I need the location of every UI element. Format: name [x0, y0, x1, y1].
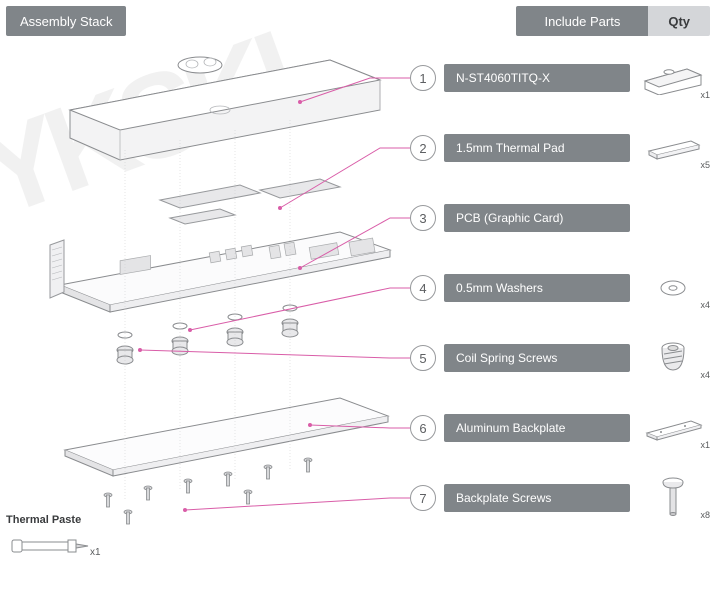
header-right: Include Parts Qty	[516, 6, 710, 36]
part-qty: x5	[700, 160, 710, 170]
part-number: 7	[410, 485, 436, 511]
part-number: 1	[410, 65, 436, 91]
part-row: 1 N-ST4060TITQ-X x1	[410, 50, 710, 106]
part-row: 3 PCB (Graphic Card)	[410, 190, 710, 246]
part-icon: x5	[636, 120, 710, 176]
part-icon	[636, 190, 710, 246]
parts-list: 1 N-ST4060TITQ-X x1 2 1.5mm Thermal Pad x5 3 PC…	[410, 50, 710, 540]
part-row: 5 Coil Spring Screws x4	[410, 330, 710, 386]
part-number: 5	[410, 345, 436, 371]
part-number: 3	[410, 205, 436, 231]
part-qty: x4	[700, 370, 710, 380]
assembly-diagram	[10, 40, 410, 560]
part-row: 2 1.5mm Thermal Pad x5	[410, 120, 710, 176]
part-row: 4 0.5mm Washers x4	[410, 260, 710, 316]
part-number: 2	[410, 135, 436, 161]
part-icon: x1	[636, 400, 710, 456]
diagram-waterblock	[70, 57, 380, 160]
thermal-paste-qty: x1	[90, 547, 101, 558]
part-label: Backplate Screws	[444, 484, 630, 512]
part-qty: x4	[700, 300, 710, 310]
title-bar: Assembly Stack	[6, 6, 126, 36]
title-text: Assembly Stack	[20, 14, 112, 29]
part-label: 0.5mm Washers	[444, 274, 630, 302]
part-number: 6	[410, 415, 436, 441]
part-qty: x1	[700, 440, 710, 450]
part-qty: x8	[700, 510, 710, 520]
thermal-paste-icon	[6, 530, 96, 562]
diagram-pcb	[50, 232, 390, 312]
part-label: 1.5mm Thermal Pad	[444, 134, 630, 162]
part-icon: x4	[636, 330, 710, 386]
part-qty: x1	[700, 90, 710, 100]
diagram-backplate	[65, 398, 388, 476]
part-icon: x4	[636, 260, 710, 316]
thermal-paste-label: Thermal Paste	[6, 514, 81, 526]
part-row: 6 Aluminum Backplate x1	[410, 400, 710, 456]
part-icon: x1	[636, 50, 710, 106]
diagram-thermal-pads	[160, 179, 340, 224]
header-qty: Qty	[648, 6, 710, 36]
part-icon: x8	[636, 470, 710, 526]
part-label: Coil Spring Screws	[444, 344, 630, 372]
part-label: N-ST4060TITQ-X	[444, 64, 630, 92]
diagram-washers-springs	[117, 305, 298, 364]
header-include: Include Parts	[516, 6, 648, 36]
part-label: PCB (Graphic Card)	[444, 204, 630, 232]
part-number: 4	[410, 275, 436, 301]
part-label: Aluminum Backplate	[444, 414, 630, 442]
part-row: 7 Backplate Screws x8	[410, 470, 710, 526]
